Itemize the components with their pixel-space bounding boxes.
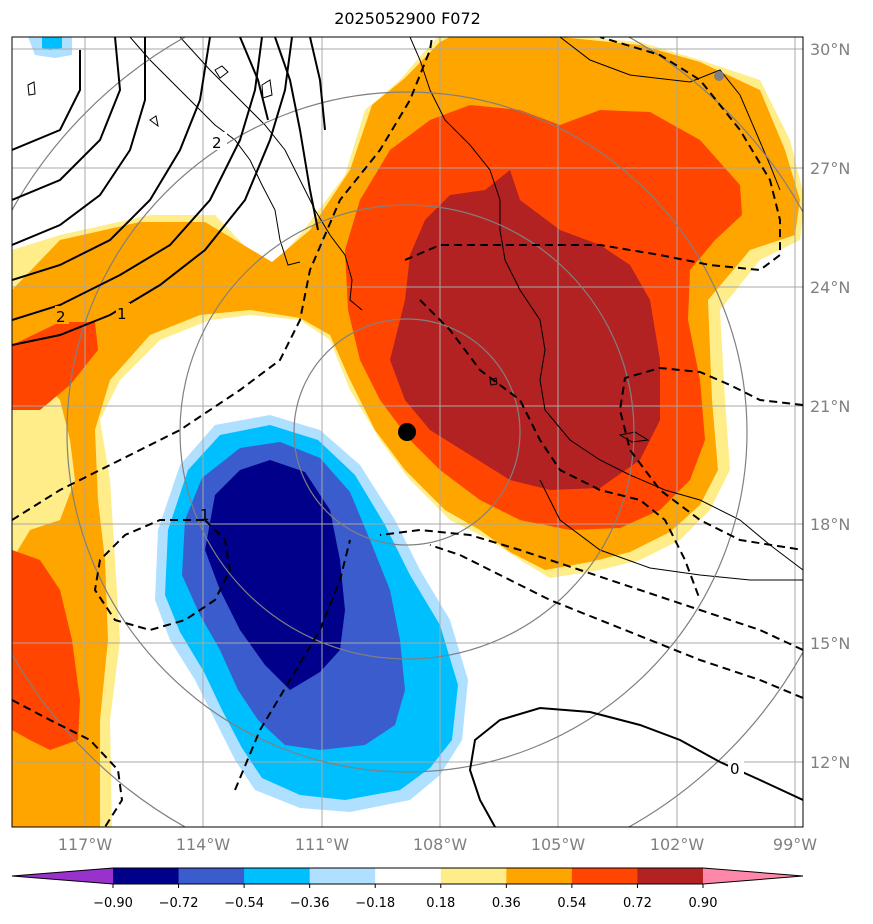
baja-coast-west	[129, 37, 301, 266]
dashed-track	[234, 539, 351, 791]
lon-label-108: 108°W	[413, 835, 468, 854]
shade-0.54-west	[12, 322, 98, 410]
dashed-left	[12, 37, 433, 521]
dashed-east-upper	[404, 37, 781, 272]
contour-label-0: 0	[730, 760, 740, 778]
colorbar-tick-label: 0.90	[689, 896, 718, 911]
contour-label-upper: 2	[212, 134, 222, 152]
shade-0.72	[390, 170, 660, 490]
colorbar-segment	[375, 868, 442, 884]
colorbar-tick-label: 0.54	[557, 896, 586, 911]
lon-label-105: 105°W	[531, 835, 586, 854]
colorbar-segment	[506, 868, 573, 884]
colorbar-segment	[113, 868, 180, 884]
lon-label-99: 99°W	[773, 835, 817, 854]
longitude-labels: 117°W 114°W 111°W 108°W 105°W 102°W 99°W	[58, 835, 817, 854]
lat-label-27: 27°N	[810, 159, 850, 178]
colorbar-segment	[309, 868, 376, 884]
map-area: 2 2 1 1 0	[12, 37, 803, 827]
dashed-east-21	[618, 366, 803, 551]
city-dot	[714, 71, 724, 81]
map-frame	[11, 36, 804, 828]
coastlines	[27, 37, 803, 581]
dashed-east-middle	[419, 299, 701, 601]
dashed-contours	[12, 37, 803, 827]
colorbar-segment	[178, 868, 245, 884]
shade-neg-top-inner	[42, 37, 62, 50]
contour-2	[12, 37, 263, 321]
contour-upper-7	[309, 37, 326, 131]
colorbar-tick-label: −0.54	[224, 896, 264, 911]
colorbar-tick-label: 0.36	[492, 896, 521, 911]
contour-label-neg1: 1	[200, 506, 210, 524]
colorbar-tick-label: −0.36	[290, 896, 330, 911]
baja-coast-east	[179, 37, 363, 311]
colorbar-tick-label: −0.90	[93, 896, 133, 911]
range-rings	[12, 37, 803, 827]
shade-0.54-southwest	[12, 550, 80, 750]
solid-contours	[12, 37, 803, 827]
contour-upper-5	[239, 37, 269, 121]
contour-label-2: 2	[56, 308, 66, 326]
lat-label-15: 15°N	[810, 634, 850, 653]
colorbar-tick-label: −0.18	[355, 896, 395, 911]
island-5	[261, 79, 273, 99]
contour-upper-6	[274, 37, 319, 231]
lon-label-102: 102°W	[650, 835, 705, 854]
gulf-mexico-coast	[559, 37, 781, 191]
contour-0	[468, 706, 803, 827]
dashed-south-2	[429, 544, 803, 699]
latitude-labels: 30°N 27°N 24°N 21°N 18°N 15°N 12°N	[810, 40, 850, 772]
island-6	[27, 81, 36, 96]
storm-center-marker	[398, 423, 416, 441]
lat-label-12: 12°N	[810, 753, 850, 772]
colorbar: −0.90 −0.72 −0.54 −0.36 −0.18 0.18 0.36 0.54 0.7…	[11, 867, 804, 911]
graticule	[12, 37, 803, 827]
contour-upper-1	[12, 37, 211, 281]
contour-upper-3	[12, 37, 122, 201]
colorbar-extend-low	[12, 868, 113, 884]
colorbar-tick-label: 0.72	[623, 896, 652, 911]
contour-upper-4	[12, 50, 81, 151]
contour-labels: 2 2 1 1 0	[55, 132, 744, 778]
colorbar-extend-high	[703, 868, 803, 884]
colorbar-ticks: −0.90 −0.72 −0.54 −0.36 −0.18 0.18 0.36 0.54 0.7…	[93, 884, 717, 911]
negative-anomaly-shading	[28, 37, 468, 812]
lat-label-18: 18°N	[810, 515, 850, 534]
lat-label-30: 30°N	[810, 40, 850, 59]
map-title: 2025052900 F072	[334, 9, 481, 28]
dashed-sw	[12, 699, 124, 827]
contour-upper-2	[12, 37, 146, 246]
colorbar-tick-label: −0.72	[159, 896, 199, 911]
mainland-coast	[409, 37, 803, 571]
colorbar-segments	[12, 868, 803, 884]
shade-neg-0.72	[205, 460, 345, 690]
island-4	[149, 115, 159, 128]
dashed-loop	[93, 519, 232, 632]
island-2	[489, 377, 498, 386]
dashed-south-1	[379, 528, 803, 651]
colorbar-segment	[440, 868, 507, 884]
contour-1	[12, 37, 293, 346]
colorbar-segment	[244, 868, 311, 884]
lon-label-114: 114°W	[176, 835, 231, 854]
lat-label-21: 21°N	[810, 397, 850, 416]
pacific-mexico-coast	[539, 479, 803, 581]
lon-label-117: 117°W	[58, 835, 113, 854]
island-3	[214, 65, 229, 79]
colorbar-tick-label: 0.18	[426, 896, 455, 911]
colorbar-segment	[571, 868, 638, 884]
lon-label-111: 111°W	[295, 835, 350, 854]
lat-label-24: 24°N	[810, 278, 850, 297]
colorbar-segment	[637, 868, 704, 884]
contour-label-1: 1	[117, 305, 127, 323]
